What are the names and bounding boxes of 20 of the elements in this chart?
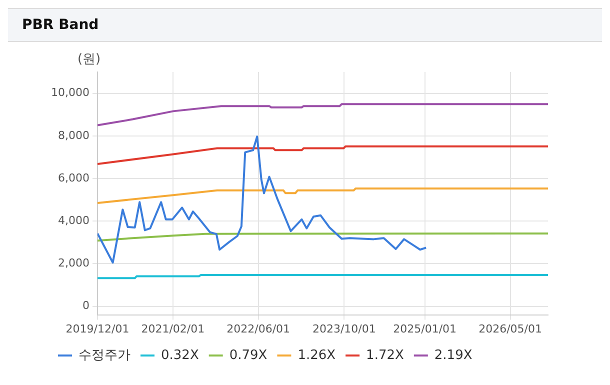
x-tick-label: 2019/12/01: [66, 322, 130, 336]
legend-label: 1.26X: [298, 348, 336, 363]
legend-label: 0.32X: [161, 348, 199, 363]
y-tick-label: 4,000: [58, 214, 90, 227]
x-tick-label: 2023/10/01: [312, 322, 376, 336]
legend-label: 2.19X: [434, 348, 472, 363]
x-tick-label: 2025/01/01: [393, 322, 457, 336]
legend-label: 1.72X: [366, 348, 404, 363]
chart-title: PBR Band: [8, 8, 602, 42]
x-tick-label: 2021/02/01: [141, 322, 205, 336]
x-tick-label: 2026/05/01: [478, 322, 542, 336]
y-tick-label: 0: [82, 299, 90, 312]
legend-label: 0.79X: [229, 348, 268, 363]
y-tick-label: 10,000: [50, 86, 90, 100]
y-tick-label: 6,000: [58, 171, 90, 184]
y-tick-label: 2,000: [58, 256, 90, 270]
y-tick-label: 8,000: [58, 128, 90, 142]
x-tick-label: 2022/06/01: [226, 322, 290, 336]
legend-label: 수정주가: [78, 348, 130, 363]
y-axis-title: (원): [77, 52, 101, 67]
